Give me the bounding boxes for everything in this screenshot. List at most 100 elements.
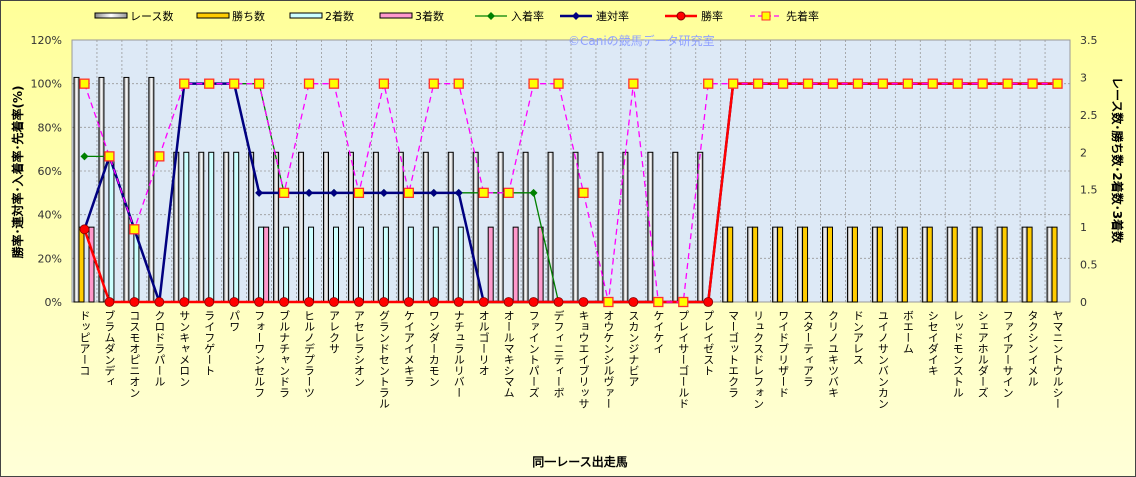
x-axis-title: 同一レース出走馬 xyxy=(532,454,627,469)
point-circle xyxy=(428,297,439,307)
series-line-3 xyxy=(83,83,1058,303)
point-square xyxy=(1027,78,1038,89)
bar-races xyxy=(497,151,504,303)
y-right-tick-label: 3 xyxy=(1080,71,1087,84)
point-circle xyxy=(279,297,289,307)
point-square xyxy=(553,78,564,89)
bar-second xyxy=(432,226,439,303)
y-axis-right: 0 0.5 1 1.5 2 2.5 3 3.5 xyxy=(1080,34,1098,309)
bar-wins xyxy=(827,226,833,303)
bar-marks xyxy=(73,76,1058,303)
point-square xyxy=(852,78,864,89)
bar-races xyxy=(572,151,579,303)
legend-label: 連対率 xyxy=(596,9,629,23)
bar-races xyxy=(996,226,1003,303)
y-left-tick-label: 40% xyxy=(38,209,62,222)
x-tick-label: ヤマニントウルシー xyxy=(1051,310,1064,409)
point-circle xyxy=(478,297,489,307)
legend: レース数 勝ち数 2着数 3着数 入着率 連対率 勝率 先着率 xyxy=(94,9,819,23)
bar-wins xyxy=(1026,226,1033,303)
bar-second xyxy=(457,226,464,303)
bar-second xyxy=(357,226,364,303)
bar-races xyxy=(597,151,604,303)
x-tick-label: ドッピアーコ xyxy=(78,310,91,376)
point-square xyxy=(453,78,464,89)
point-circle xyxy=(553,297,564,307)
x-tick-label: タクシンイメル xyxy=(1026,310,1039,387)
bar-wins xyxy=(1001,226,1008,303)
y-left-tick-label: 0% xyxy=(45,296,62,309)
bar-races xyxy=(422,151,429,303)
bar-races xyxy=(372,151,379,303)
x-tick-label: クロドラパール xyxy=(153,310,166,387)
bar-wins xyxy=(926,226,933,303)
bar-third xyxy=(537,226,544,303)
point-square xyxy=(653,296,664,308)
point-circle xyxy=(129,297,140,307)
x-tick-label: プレイサーゴールド xyxy=(677,310,690,409)
point-circle xyxy=(403,297,414,307)
y-right-tick-label: 0.5 xyxy=(1080,259,1098,272)
point-square xyxy=(902,78,913,89)
bar-races xyxy=(397,151,404,303)
point-square xyxy=(503,187,514,198)
bar-races xyxy=(772,226,779,303)
bar-races xyxy=(722,226,729,303)
x-tick-label: パワ xyxy=(228,310,241,332)
x-tick-label: スターティアラ xyxy=(802,310,815,387)
y-right-tick-label: 2.5 xyxy=(1080,109,1098,122)
bar-second xyxy=(308,226,315,303)
point-square xyxy=(353,187,365,198)
point-circle xyxy=(703,297,714,307)
point-square xyxy=(952,78,963,89)
x-tick-label: ブルナチャンドラ xyxy=(278,309,291,398)
legend-label: 3着数 xyxy=(415,9,444,23)
bar-races xyxy=(198,151,205,303)
bar-races xyxy=(1021,226,1028,303)
bar-races xyxy=(447,151,454,303)
bar-wins xyxy=(851,226,858,303)
x-tick-label: サンキャメロン xyxy=(178,310,191,387)
bar-wins xyxy=(78,226,85,303)
legend-swatch xyxy=(196,12,230,19)
x-tick-label: ファイントパーズ xyxy=(527,310,540,398)
x-tick-label: ワイドブリザード xyxy=(777,310,790,398)
x-tick-label: グランドセントラル xyxy=(377,310,390,409)
bar-third xyxy=(263,226,270,303)
bar-second xyxy=(333,226,339,303)
bar-second xyxy=(258,226,265,303)
x-tick-label: オウケンシルヴァー xyxy=(602,310,615,409)
bar-races xyxy=(896,226,903,303)
point-square xyxy=(104,151,115,162)
x-tick-label: デフィニティーボ xyxy=(552,309,565,398)
bar-races xyxy=(73,76,80,303)
bar-races xyxy=(98,76,105,303)
x-tick-label: キョウエイブリッサ xyxy=(577,310,590,409)
bar-wins xyxy=(976,226,983,303)
point-square xyxy=(1002,78,1013,89)
point-square xyxy=(154,151,165,162)
bar-races xyxy=(697,151,704,303)
bar-wins xyxy=(802,226,809,303)
watermark: ©Caniの競馬データ研究室 xyxy=(568,33,715,48)
point-square xyxy=(253,78,265,89)
legend-marker xyxy=(572,12,580,20)
x-tick-label: ボエーム xyxy=(901,310,914,354)
legend-label: 勝率 xyxy=(701,9,723,23)
legend-label: 2着数 xyxy=(325,9,354,23)
bar-races xyxy=(148,76,155,303)
point-square xyxy=(977,78,988,89)
bar-races xyxy=(347,151,354,303)
legend-swatch xyxy=(94,12,128,19)
bar-races xyxy=(921,226,928,303)
point-square xyxy=(802,78,814,89)
bar-wins xyxy=(752,226,759,303)
y-left-tick-label: 60% xyxy=(38,165,62,178)
point-square xyxy=(428,78,439,89)
legend-marker xyxy=(676,11,686,21)
point-circle xyxy=(154,297,165,307)
point-square xyxy=(728,78,739,89)
point-square xyxy=(703,78,714,89)
point-circle xyxy=(628,297,639,307)
